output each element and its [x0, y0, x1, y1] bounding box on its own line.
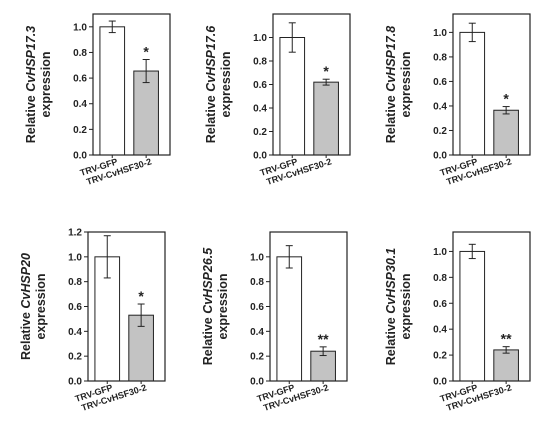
y-axis-label-line2: expression [216, 273, 230, 339]
y-axis-label: Relative CvHSP17.3 [24, 26, 38, 143]
y-tick-label: 0.8 [250, 277, 264, 288]
y-axis-label-gene: CvHSP17.6 [204, 25, 218, 92]
chart-panel-2: *0.00.20.40.60.81.0TRV-GFPTRV-CvHSF30-2R… [204, 13, 351, 187]
y-axis-label-prefix: Relative [384, 314, 398, 365]
significance-mark: * [138, 288, 144, 304]
y-tick-label: 0.0 [433, 151, 447, 162]
axes-frame [92, 13, 171, 156]
bar-control [276, 256, 303, 382]
y-tick-label: 0.2 [68, 352, 82, 363]
y-tick-label: 0.4 [433, 325, 447, 336]
y-tick-label: 1.0 [68, 252, 82, 263]
y-axis-label-line2: expression [399, 273, 413, 339]
y-tick-label: 0.6 [253, 80, 267, 91]
y-tick-label: 0.6 [250, 302, 264, 313]
y-axis-label-gene: CvHSP17.8 [384, 26, 398, 92]
y-axis-label: Relative CvHSP17.6 [204, 25, 218, 143]
y-tick-label: 0.8 [73, 48, 87, 59]
y-tick-label: 0.8 [253, 57, 267, 68]
bar-control [99, 26, 126, 156]
y-axis-label-line2: expression [34, 273, 48, 339]
y-axis-label-prefix: Relative [24, 92, 38, 143]
y-axis-label-gene: CvHSP26.5 [201, 247, 215, 314]
chart-panel-5: **0.00.20.40.60.81.0TRV-GFPTRV-CvHSF30-2… [201, 231, 348, 413]
y-tick-label: 1.0 [250, 252, 264, 263]
y-tick-label: 0.8 [68, 277, 82, 288]
y-tick-label: 0.6 [433, 77, 447, 88]
y-tick-label: 0.4 [250, 327, 264, 338]
y-tick-label: 0.2 [433, 126, 447, 137]
y-tick-label: 0.4 [68, 327, 82, 338]
y-tick-label: 0.6 [73, 74, 87, 85]
y-tick-label: 0.4 [253, 104, 267, 115]
y-axis-label-line2: expression [399, 51, 413, 117]
bar-treated [133, 70, 159, 156]
y-tick-label: 0.0 [250, 377, 264, 388]
bar-treated [493, 349, 519, 382]
y-tick-label: 0.0 [73, 151, 87, 162]
y-tick-label: 0.2 [433, 351, 447, 362]
y-tick-label: 0.0 [433, 377, 447, 388]
y-axis-label: Relative CvHSP17.8 [384, 26, 398, 143]
y-axis-label-gene: CvHSP30.1 [384, 248, 398, 314]
y-axis-label-gene: CvHSP17.3 [24, 26, 38, 92]
y-tick-label: 1.2 [68, 228, 82, 239]
bar-treated [310, 350, 336, 382]
y-tick-label: 1.0 [433, 247, 447, 258]
bar-control [279, 37, 306, 156]
chart-panel-1: *0.00.20.40.60.81.0TRV-GFPTRV-CvHSF30-2R… [24, 13, 171, 187]
y-axis-label: Relative CvHSP20 [19, 253, 33, 360]
axes-frame [452, 13, 531, 156]
y-tick-label: 1.0 [253, 33, 267, 44]
significance-mark: * [143, 44, 149, 60]
y-tick-label: 0.8 [433, 273, 447, 284]
bar-treated [313, 81, 339, 156]
chart-panel-6: **0.00.20.40.60.81.0TRV-GFPTRV-CvHSF30-2… [384, 231, 531, 413]
bar-control [459, 250, 486, 382]
y-tick-label: 1.0 [433, 28, 447, 39]
y-tick-label: 0.4 [433, 101, 447, 112]
y-axis-label-prefix: Relative [19, 309, 33, 360]
y-axis-label: Relative CvHSP30.1 [384, 248, 398, 365]
y-tick-label: 0.2 [253, 127, 267, 138]
y-axis-label-prefix: Relative [204, 92, 218, 143]
y-tick-label: 0.2 [250, 352, 264, 363]
y-tick-label: 0.8 [433, 52, 447, 63]
y-axis-label: Relative CvHSP26.5 [201, 247, 215, 365]
axes-frame [452, 231, 531, 382]
y-tick-label: 0.0 [68, 377, 82, 388]
y-tick-label: 0.4 [73, 99, 87, 110]
y-tick-label: 0.6 [433, 299, 447, 310]
y-axis-label-prefix: Relative [201, 314, 215, 365]
significance-mark: ** [318, 331, 329, 347]
y-axis-label-gene: CvHSP20 [19, 253, 33, 309]
y-tick-label: 0.0 [253, 151, 267, 162]
significance-mark: ** [501, 331, 512, 347]
significance-mark: * [503, 91, 509, 107]
chart-panel-3: *0.00.20.40.60.81.0TRV-GFPTRV-CvHSF30-2R… [384, 13, 531, 187]
y-axis-label-prefix: Relative [384, 92, 398, 143]
significance-mark: * [323, 63, 329, 79]
y-axis-label-line2: expression [219, 51, 233, 117]
y-axis-label-line2: expression [39, 51, 53, 117]
y-tick-label: 0.6 [68, 302, 82, 313]
chart-panel-4: *0.00.20.40.60.81.01.2TRV-GFPTRV-CvHSF30… [19, 228, 166, 413]
bar-treated [493, 109, 519, 156]
y-tick-label: 1.0 [73, 22, 87, 33]
bar-control [459, 31, 486, 156]
y-tick-label: 0.2 [73, 125, 87, 136]
